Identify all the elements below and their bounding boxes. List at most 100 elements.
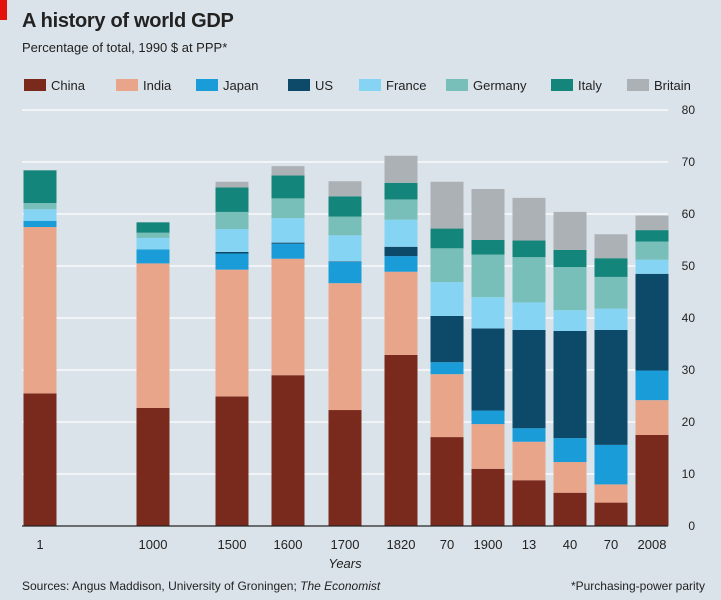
x-tick-label-11: 2008 [638,537,667,552]
bar-japan-9 [553,438,587,463]
y-tick-label-10: 10 [682,467,696,481]
bar-us-10 [594,329,628,445]
y-tick-label-20: 20 [682,415,696,429]
bar-china-2 [215,396,249,526]
legend-swatch-france [359,79,381,91]
bar-germany-11 [635,241,669,260]
bar-germany-2 [215,211,249,230]
bar-france-6 [430,282,464,316]
x-axis-label: Years [328,556,362,571]
bar-germany-7 [471,254,505,298]
legend-label-us: US [315,78,333,93]
bar-britain-2 [215,181,249,188]
bar-japan-5 [384,256,418,272]
sources-text: Sources: Angus Maddison, University of G… [22,579,297,593]
bar-germany-6 [430,248,464,283]
bar-us-9 [553,331,587,439]
bar-italy-8 [512,240,546,258]
y-tick-label-60: 60 [682,207,696,221]
bar-france-8 [512,302,546,330]
bar-china-9 [553,492,587,526]
bar-china-1 [136,407,170,526]
bar-japan-7 [471,410,505,425]
chart-title: A history of world GDP [22,10,234,32]
x-tick-label-4: 1700 [331,537,360,552]
bar-us-3 [271,242,305,244]
bar-france-3 [271,218,305,243]
bar-india-6 [430,374,464,438]
x-tick-label-5: 1820 [387,537,416,552]
bar-china-6 [430,437,464,526]
legend-label-china: China [51,78,86,93]
legend-swatch-britain [627,79,649,91]
bar-france-5 [384,219,418,247]
bar-china-3 [271,375,305,526]
bar-india-8 [512,441,546,481]
bar-italy-7 [471,240,505,255]
bar-india-0 [23,227,57,394]
bar-india-4 [328,283,362,411]
legend-label-france: France [386,78,426,93]
bar-france-4 [328,235,362,262]
bar-france-1 [136,237,170,250]
bar-germany-5 [384,199,418,220]
bar-italy-1 [136,222,170,233]
x-tick-label-1: 1000 [139,537,168,552]
bar-japan-10 [594,444,628,485]
bar-japan-0 [23,220,57,227]
bar-germany-0 [23,203,57,210]
bar-britain-4 [328,181,362,197]
bar-japan-4 [328,261,362,284]
bar-japan-1 [136,249,170,264]
bar-italy-2 [215,187,249,212]
bar-italy-0 [23,170,57,204]
bar-us-6 [430,315,464,363]
legend-label-india: India [143,78,172,93]
bar-france-7 [471,297,505,329]
bar-britain-6 [430,181,464,229]
bar-italy-9 [553,249,587,268]
brand-red-tag [0,0,7,20]
bar-us-2 [215,251,249,254]
legend-swatch-italy [551,79,573,91]
bar-china-11 [635,435,669,526]
bar-india-5 [384,271,418,355]
sources-note: Sources: Angus Maddison, University of G… [22,579,380,593]
bar-china-7 [471,468,505,526]
bar-us-11 [635,273,669,371]
bar-germany-10 [594,276,628,309]
bar-us-8 [512,329,546,429]
bar-italy-11 [635,230,669,242]
bar-india-2 [215,269,249,397]
x-tick-label-9: 40 [563,537,577,552]
bar-india-1 [136,263,170,408]
legend-swatch-india [116,79,138,91]
bar-china-5 [384,354,418,526]
sources-publication: The Economist [300,579,381,593]
bar-japan-3 [271,243,305,259]
bar-us-7 [471,328,505,411]
bar-germany-3 [271,198,305,219]
x-tick-label-0: 1 [36,537,43,552]
bar-japan-11 [635,370,669,401]
bar-britain-9 [553,211,587,250]
bar-britain-7 [471,189,505,240]
bar-india-10 [594,484,628,503]
legend-label-germany: Germany [473,78,527,93]
legend-swatch-germany [446,79,468,91]
bar-india-7 [471,424,505,469]
bar-us-5 [384,246,418,257]
bar-britain-3 [271,166,305,176]
bar-germany-1 [136,232,170,238]
bar-britain-8 [512,197,546,241]
bar-china-4 [328,410,362,526]
bar-italy-5 [384,182,418,200]
y-tick-label-50: 50 [682,259,696,273]
bar-britain-11 [635,215,669,231]
bar-germany-4 [328,216,362,236]
bar-italy-10 [594,258,628,277]
bar-china-0 [23,393,57,526]
y-tick-label-70: 70 [682,155,696,169]
legend-label-italy: Italy [578,78,602,93]
